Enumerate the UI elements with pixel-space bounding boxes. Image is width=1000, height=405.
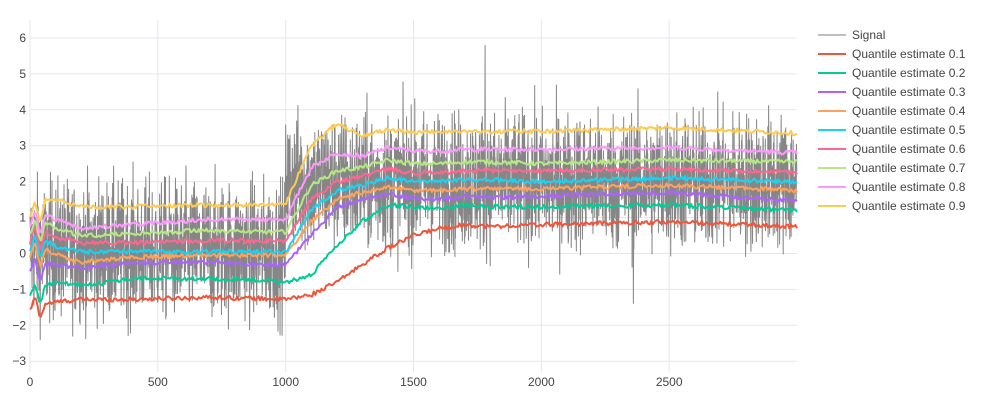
x-tick-label: 1000 xyxy=(272,375,299,389)
legend-item[interactable]: Signal xyxy=(818,28,885,42)
y-tick-label: −1 xyxy=(12,282,26,296)
x-axis: 0 500 1000 1500 2000 2500 xyxy=(27,375,683,389)
y-tick-label: 6 xyxy=(19,31,26,45)
legend-label: Quantile estimate 0.2 xyxy=(852,66,966,80)
legend-label: Quantile estimate 0.6 xyxy=(852,142,966,156)
legend-label: Quantile estimate 0.7 xyxy=(852,161,966,175)
x-tick-label: 2000 xyxy=(528,375,555,389)
y-axis: −3 −2 −1 0 1 2 3 4 5 6 xyxy=(12,31,26,368)
legend-item[interactable]: Quantile estimate 0.1 xyxy=(818,47,966,61)
series-line-9 xyxy=(29,122,798,222)
legend-item[interactable]: Quantile estimate 0.3 xyxy=(818,85,966,99)
y-tick-label: 3 xyxy=(19,139,26,153)
x-tick-label: 0 xyxy=(27,375,34,389)
x-tick-label: 1500 xyxy=(400,375,427,389)
legend-item[interactable]: Quantile estimate 0.5 xyxy=(818,123,966,137)
legend-label: Signal xyxy=(852,28,885,42)
y-tick-label: −2 xyxy=(12,318,26,332)
series-line-8 xyxy=(29,144,798,234)
series-line-3 xyxy=(29,189,798,281)
series-line-5 xyxy=(29,175,798,258)
y-tick-label: −3 xyxy=(12,354,26,368)
series-layer xyxy=(29,122,798,318)
legend-item[interactable]: Quantile estimate 0.7 xyxy=(818,161,966,175)
x-tick-label: 2500 xyxy=(656,375,683,389)
series-line-2 xyxy=(29,201,798,303)
legend-item[interactable]: Quantile estimate 0.9 xyxy=(818,199,966,213)
legend-label: Quantile estimate 0.4 xyxy=(852,104,966,118)
legend-label: Quantile estimate 0.9 xyxy=(852,199,966,213)
series-line-6 xyxy=(29,165,798,251)
y-tick-label: 0 xyxy=(19,246,26,260)
y-tick-label: 2 xyxy=(19,175,26,189)
legend-label: Quantile estimate 0.1 xyxy=(852,47,966,61)
legend-item[interactable]: Quantile estimate 0.8 xyxy=(818,180,966,194)
series-line-4 xyxy=(29,182,798,268)
y-tick-label: 1 xyxy=(19,211,26,225)
legend-item[interactable]: Quantile estimate 0.2 xyxy=(818,66,966,80)
legend[interactable]: Signal Quantile estimate 0.1 Quantile esti… xyxy=(818,28,966,213)
legend-label: Quantile estimate 0.3 xyxy=(852,85,966,99)
legend-label: Quantile estimate 0.8 xyxy=(852,180,966,194)
x-tick-label: 500 xyxy=(148,375,168,389)
series-line-1 xyxy=(29,219,798,318)
legend-item[interactable]: Quantile estimate 0.6 xyxy=(818,142,966,156)
series-line-7 xyxy=(29,157,798,242)
legend-item[interactable]: Quantile estimate 0.4 xyxy=(818,104,966,118)
y-tick-label: 5 xyxy=(19,67,26,81)
y-tick-label: 4 xyxy=(19,103,26,117)
legend-label: Quantile estimate 0.5 xyxy=(852,123,966,137)
